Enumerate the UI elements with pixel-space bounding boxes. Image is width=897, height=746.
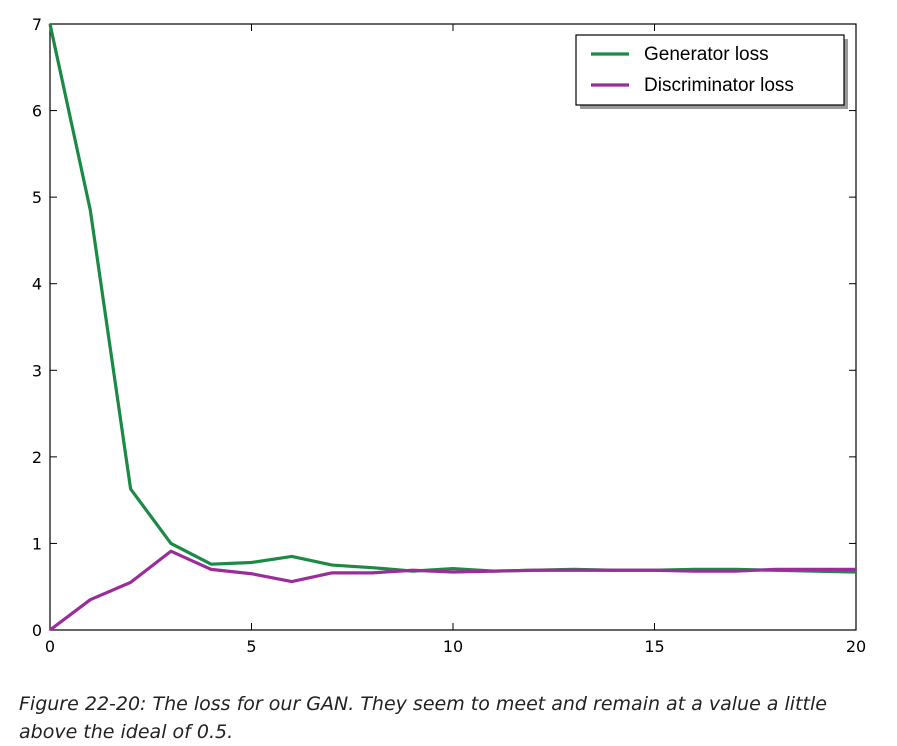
loss-chart: 0 5 10 15 20 0 1 2 3 4 5 6 7 Generator loss Discrimin… [32,15,866,656]
y-tick-label: 2 [32,448,42,467]
x-tick-label: 15 [644,637,664,656]
plot-frame [49,23,857,631]
x-tick-label: 5 [246,637,256,656]
legend-box [575,34,845,106]
y-tick-label: 0 [32,621,42,640]
figure-caption: Figure 22-20: The loss for our GAN. They… [19,693,827,743]
series-line-0 [48,23,857,574]
x-tick-label: 20 [846,637,866,656]
x-tick-label: 10 [443,637,463,656]
y-tick-label: 3 [32,361,42,380]
axis-ticks: 0 5 10 15 20 0 1 2 3 4 5 6 7 [32,15,866,656]
y-tick-label: 7 [32,15,42,34]
series-lines [48,23,857,632]
series-line-1 [49,549,856,632]
legend-label: Generator loss [644,44,769,65]
legend-label: Discriminator loss [644,75,794,96]
legend: Generator loss Discriminator loss [575,34,848,109]
y-tick-label: 6 [32,102,42,121]
y-tick-label: 4 [32,275,42,294]
y-tick-label: 1 [32,534,42,553]
y-tick-label: 5 [32,188,42,207]
x-tick-label: 0 [45,637,55,656]
